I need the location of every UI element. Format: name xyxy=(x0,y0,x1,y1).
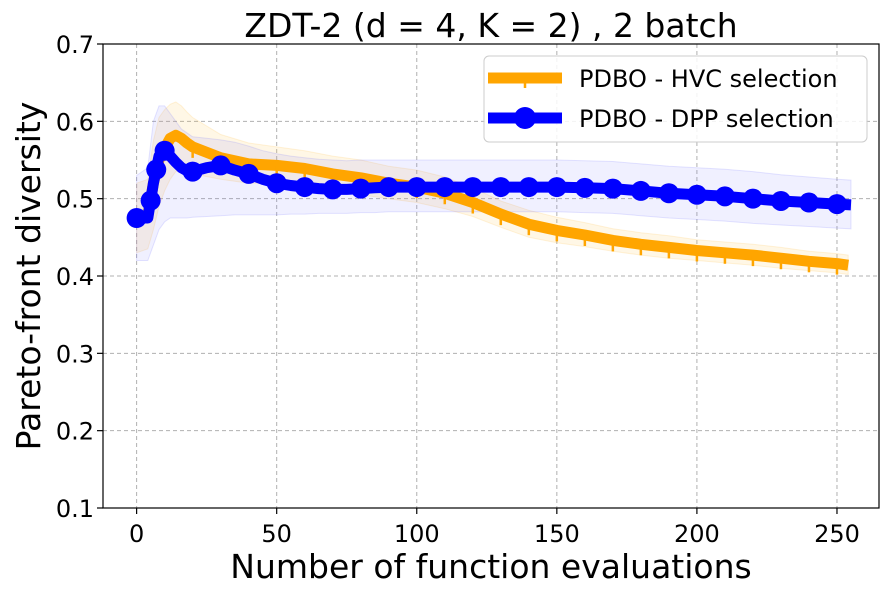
point-marker-dpp xyxy=(378,177,399,198)
point-marker-dpp xyxy=(126,208,147,228)
point-marker-dpp xyxy=(266,173,287,194)
point-marker-dpp xyxy=(602,178,623,199)
x-tick-label: 100 xyxy=(394,520,440,548)
series-markers xyxy=(126,140,847,275)
x-tick-label: 0 xyxy=(129,520,144,548)
legend-box xyxy=(483,55,868,143)
point-marker-dpp xyxy=(294,177,315,198)
point-marker-dpp xyxy=(490,177,511,198)
x-tick-label: 200 xyxy=(674,520,720,548)
point-marker-dpp xyxy=(686,184,707,205)
point-marker-dpp xyxy=(322,179,343,200)
y-tick-label: 0.5 xyxy=(56,186,94,214)
point-marker-dpp xyxy=(630,180,651,201)
point-marker-dpp xyxy=(462,177,483,198)
point-marker-dpp xyxy=(658,183,679,204)
y-tick-label: 0.2 xyxy=(56,418,94,446)
point-marker-dpp xyxy=(146,159,167,180)
point-marker-dpp xyxy=(546,177,567,198)
x-axis-label: Number of function evaluations xyxy=(230,547,751,586)
chart-title: ZDT-2 (d = 4, K = 2) , 2 batch xyxy=(244,6,737,45)
legend-label-hvc: PDBO - HVC selection xyxy=(579,65,838,93)
point-marker-dpp xyxy=(350,178,371,199)
x-tick-label: 150 xyxy=(534,520,580,548)
point-marker-dpp xyxy=(826,194,847,215)
point-marker-dpp xyxy=(742,188,763,209)
point-marker-dpp xyxy=(770,190,791,211)
y-tick-label: 0.1 xyxy=(56,495,94,523)
point-marker-dpp xyxy=(238,163,259,184)
axis-ticks: 0 50 100 150 200 250 0.1 0.2 0.3 0.4 0.5 0.6 0.7 xyxy=(56,31,860,548)
legend-label-dpp: PDBO - DPP selection xyxy=(579,105,834,133)
point-marker-dpp xyxy=(182,161,203,182)
point-marker-dpp xyxy=(434,177,455,198)
point-marker-dpp xyxy=(154,140,175,161)
point-marker-dpp xyxy=(210,155,231,176)
point-marker-dpp xyxy=(798,192,819,213)
point-marker-dpp xyxy=(714,186,735,207)
legend: PDBO - HVC selection PDBO - DPP selectio… xyxy=(483,55,868,143)
x-tick-label: 250 xyxy=(814,520,860,548)
point-marker-dpp xyxy=(574,177,595,198)
y-tick-label: 0.3 xyxy=(56,340,94,368)
point-marker-dpp xyxy=(518,177,539,198)
x-tick-label: 50 xyxy=(261,520,292,548)
y-tick-label: 0.6 xyxy=(56,108,94,136)
point-marker-dpp xyxy=(140,190,161,211)
y-tick-label: 0.7 xyxy=(56,31,94,59)
legend-marker-dpp xyxy=(514,107,536,129)
y-tick-label: 0.4 xyxy=(56,263,94,291)
point-marker-dpp xyxy=(406,177,427,198)
y-axis-label: Pareto-front diversity xyxy=(9,102,48,451)
